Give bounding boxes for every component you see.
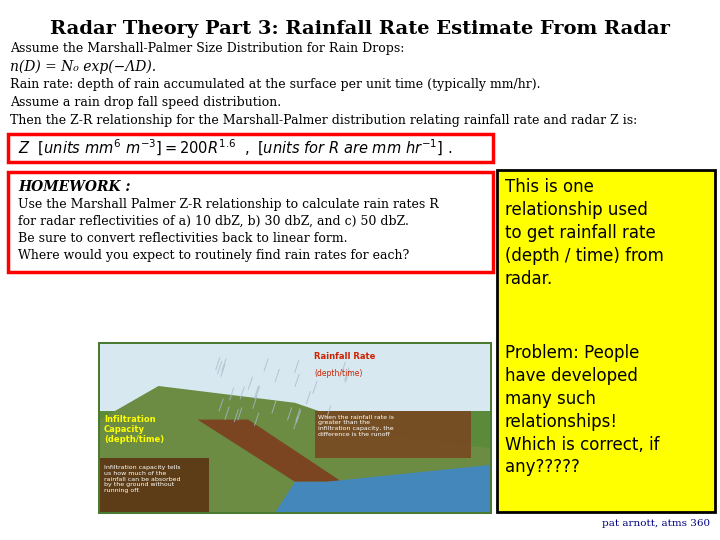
Text: Rainfall Rate: Rainfall Rate <box>315 353 376 361</box>
Text: Be sure to convert reflectivities back to linear form.: Be sure to convert reflectivities back t… <box>18 232 348 245</box>
Text: This is one
relationship used
to get rainfall rate
(depth / time) from
radar.: This is one relationship used to get rai… <box>505 178 664 288</box>
Bar <box>8 134 493 162</box>
Polygon shape <box>276 465 490 512</box>
Text: (depth/time): (depth/time) <box>315 369 363 378</box>
Text: Use the Marshall Palmer Z-R relationship to calculate rain rates R: Use the Marshall Palmer Z-R relationship… <box>18 198 438 211</box>
Text: Assume the Marshall-Palmer Size Distribution for Rain Drops:: Assume the Marshall-Palmer Size Distribu… <box>10 42 405 55</box>
Bar <box>315 411 470 458</box>
Text: Where would you expect to routinely find rain rates for each?: Where would you expect to routinely find… <box>18 249 409 262</box>
Text: pat arnott, atms 360: pat arnott, atms 360 <box>602 519 710 528</box>
Text: for radar reflectivities of a) 10 dbZ, b) 30 dbZ, and c) 50 dbZ.: for radar reflectivities of a) 10 dbZ, b… <box>18 215 409 228</box>
Polygon shape <box>100 386 490 512</box>
Text: HOMEWORK :: HOMEWORK : <box>18 180 130 194</box>
Text: When the rainfall rate is
greater than the
infiltration capacity, the
difference: When the rainfall rate is greater than t… <box>318 415 395 437</box>
Text: Infiltration
Capacity
(depth/time): Infiltration Capacity (depth/time) <box>104 415 164 444</box>
Bar <box>497 170 715 512</box>
Text: $Z\ \ [units\ mm^{6}\ m^{-3}]=200R^{1.6}$$\ \ ,\ [units\ for\ R\ are\ mm\ hr^{-1: $Z\ \ [units\ mm^{6}\ m^{-3}]=200R^{1.6}… <box>18 138 452 158</box>
Polygon shape <box>197 420 342 482</box>
Bar <box>8 172 493 272</box>
Text: Rain rate: depth of rain accumulated at the surface per unit time (typically mm/: Rain rate: depth of rain accumulated at … <box>10 78 541 91</box>
Bar <box>100 344 490 420</box>
Text: Radar Theory Part 3: Rainfall Rate Estimate From Radar: Radar Theory Part 3: Rainfall Rate Estim… <box>50 20 670 38</box>
Text: Problem: People
have developed
many such
relationships!
Which is correct, if
any: Problem: People have developed many such… <box>505 344 660 476</box>
Bar <box>98 342 492 514</box>
Text: Assume a rain drop fall speed distribution.: Assume a rain drop fall speed distributi… <box>10 96 281 109</box>
Text: Then the Z-R relationship for the Marshall-Palmer distribution relating rainfall: Then the Z-R relationship for the Marsha… <box>10 114 637 127</box>
Bar <box>100 411 490 512</box>
Bar <box>100 458 210 512</box>
Text: Infiltration capacity tells
us how much of the
rainfall can be absorbed
by the g: Infiltration capacity tells us how much … <box>104 465 181 493</box>
Text: n(D) = N₀ exp(−ΛD).: n(D) = N₀ exp(−ΛD). <box>10 60 156 75</box>
